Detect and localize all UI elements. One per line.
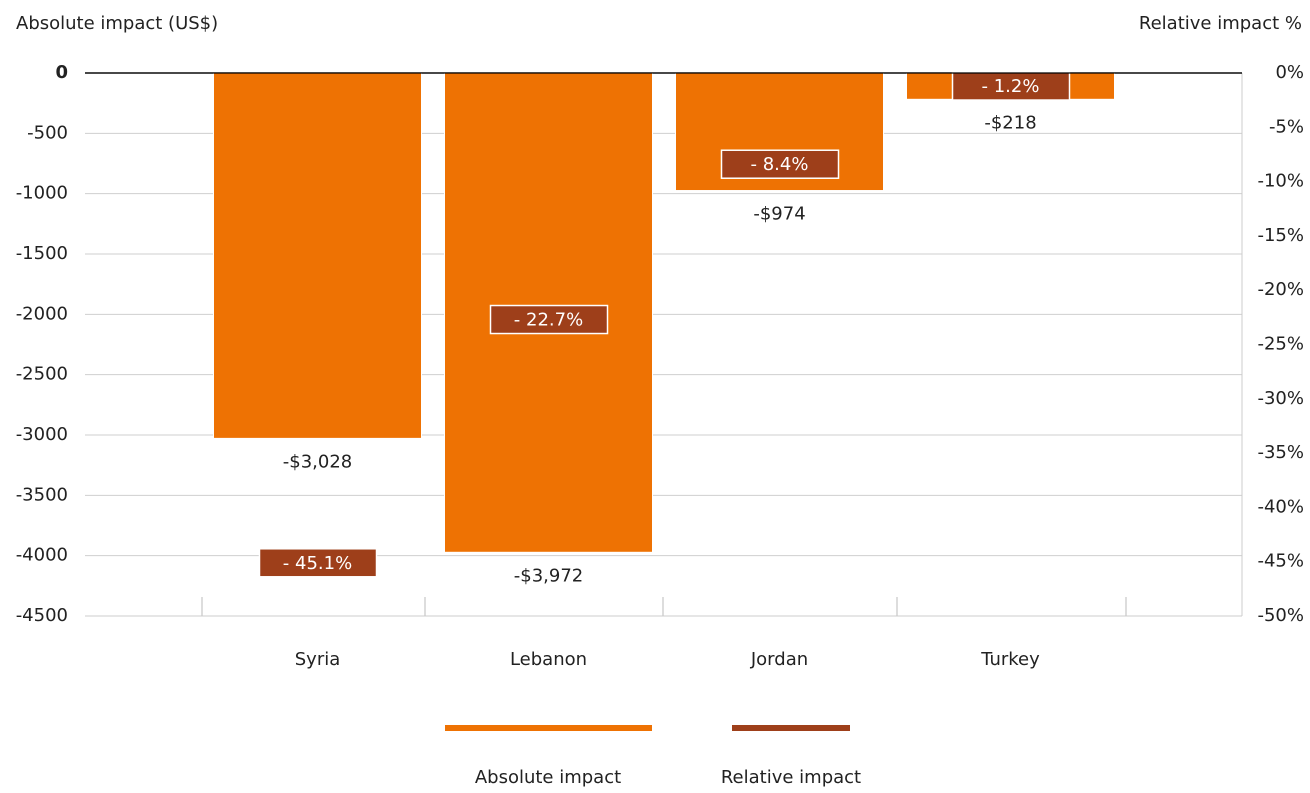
y2-tick-label: -10% xyxy=(1257,171,1304,192)
relative-marker xyxy=(720,149,840,179)
relative-marker xyxy=(258,548,378,578)
y2-tick-label: -30% xyxy=(1257,388,1304,409)
relative-value-label: - 22.7% xyxy=(514,310,583,331)
x-tick-label: Jordan xyxy=(750,649,808,670)
y-tick-label: 0 xyxy=(55,62,68,83)
y-axis-label: Absolute impact (US$) xyxy=(16,13,218,34)
y2-axis-label: Relative impact % xyxy=(1139,13,1302,34)
y2-tick-label: -50% xyxy=(1257,605,1304,626)
y-tick-label: -2000 xyxy=(16,303,68,324)
x-tick-label: Turkey xyxy=(980,649,1040,670)
legend-label: Relative impact xyxy=(721,767,861,788)
y-tick-label: -4500 xyxy=(16,605,68,626)
y-tick-label: -4000 xyxy=(16,545,68,566)
y2-tick-label: -5% xyxy=(1269,116,1304,137)
relative-value-label: - 8.4% xyxy=(751,154,809,175)
relative-value-label: - 45.1% xyxy=(283,553,352,574)
bar-value-label: -$3,028 xyxy=(283,451,352,472)
relative-value-label: - 1.2% xyxy=(982,76,1040,97)
legend-label: Absolute impact xyxy=(475,767,621,788)
legend-swatch xyxy=(732,725,850,731)
y2-tick-label: -20% xyxy=(1257,279,1304,300)
relative-marker xyxy=(951,71,1071,101)
bar-value-label: -$218 xyxy=(984,112,1036,133)
y-tick-label: -1500 xyxy=(16,243,68,264)
y-tick-label: -3500 xyxy=(16,484,68,505)
relative-marker xyxy=(489,304,609,335)
y2-tick-label: -35% xyxy=(1257,442,1304,463)
y-tick-label: -3000 xyxy=(16,424,68,445)
y2-tick-label: -45% xyxy=(1257,551,1304,572)
y-tick-label: -2500 xyxy=(16,364,68,385)
bar-value-label: -$3,972 xyxy=(514,565,583,586)
y-tick-label: -1000 xyxy=(16,183,68,204)
y2-tick-label: 0% xyxy=(1275,62,1304,83)
y2-tick-label: -25% xyxy=(1257,334,1304,355)
bar-value-label: -$974 xyxy=(753,204,805,225)
legend-swatch xyxy=(445,725,652,731)
y-tick-label: -500 xyxy=(27,122,68,143)
y2-tick-label: -15% xyxy=(1257,225,1304,246)
x-tick-label: Lebanon xyxy=(510,649,587,670)
x-tick-label: Syria xyxy=(295,649,341,670)
category-separators xyxy=(201,597,1127,616)
bar xyxy=(213,72,422,439)
y2-tick-label: -40% xyxy=(1257,496,1304,517)
